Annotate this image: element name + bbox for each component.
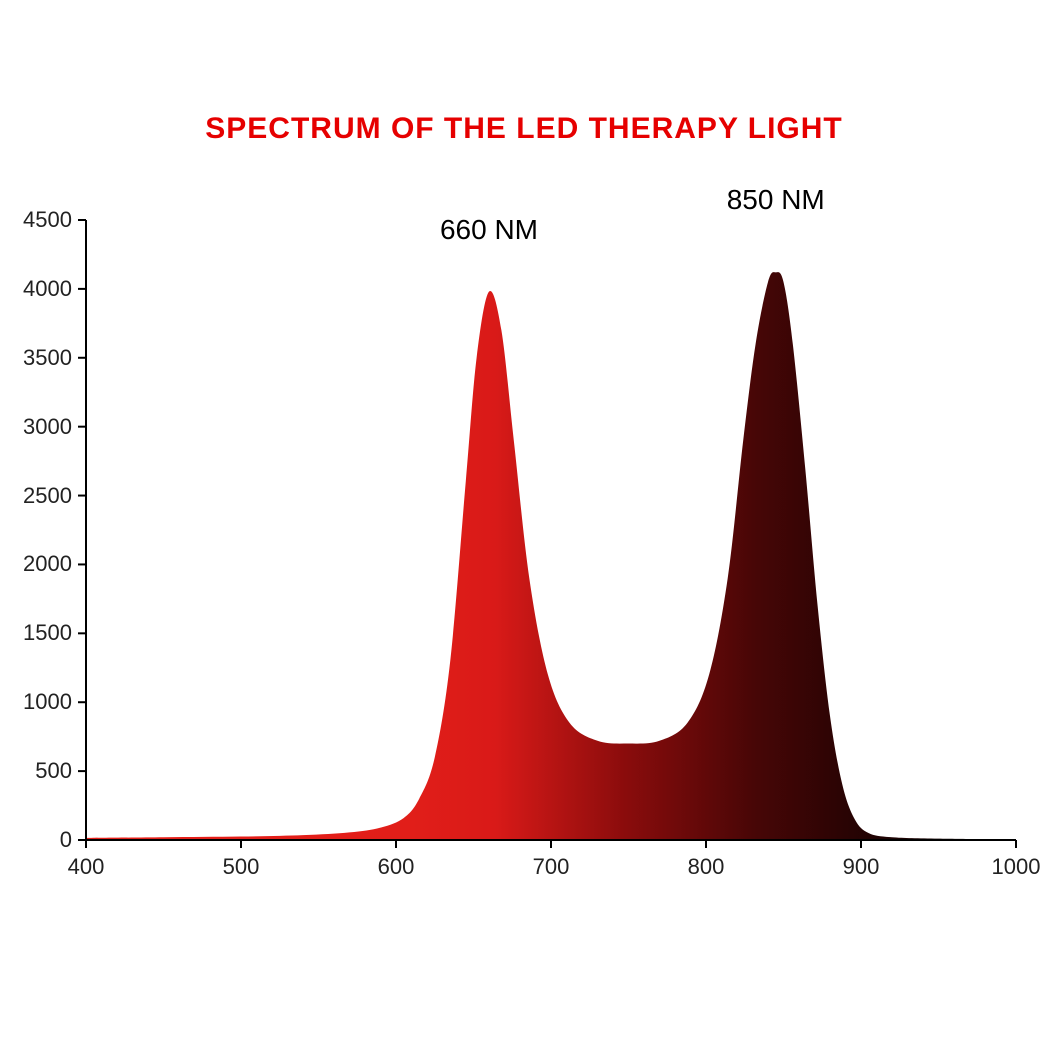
x-tick-label: 600: [366, 854, 426, 880]
y-tick-label: 1000: [23, 689, 72, 715]
x-tick-label: 400: [56, 854, 116, 880]
y-tick-label: 3000: [23, 414, 72, 440]
spectrum-area: [86, 272, 1016, 840]
x-tick-label: 700: [521, 854, 581, 880]
spectrum-chart-svg: [86, 220, 1016, 840]
x-tick-label: 500: [211, 854, 271, 880]
x-tick-label: 1000: [986, 854, 1046, 880]
y-tick-label: 0: [60, 827, 72, 853]
y-tick-label: 2000: [23, 551, 72, 577]
y-tick-label: 500: [35, 758, 72, 784]
y-tick-label: 4000: [23, 276, 72, 302]
x-tick-label: 800: [676, 854, 736, 880]
y-tick-label: 3500: [23, 345, 72, 371]
y-tick-label: 4500: [23, 207, 72, 233]
chart-title: SPECTRUM OF THE LED THERAPY LIGHT: [0, 112, 1048, 146]
chart-container: [86, 220, 1016, 840]
y-tick-label: 1500: [23, 620, 72, 646]
peak-label: 850 NM: [706, 184, 846, 216]
y-tick-label: 2500: [23, 483, 72, 509]
x-tick-label: 900: [831, 854, 891, 880]
peak-label: 660 NM: [419, 214, 559, 246]
